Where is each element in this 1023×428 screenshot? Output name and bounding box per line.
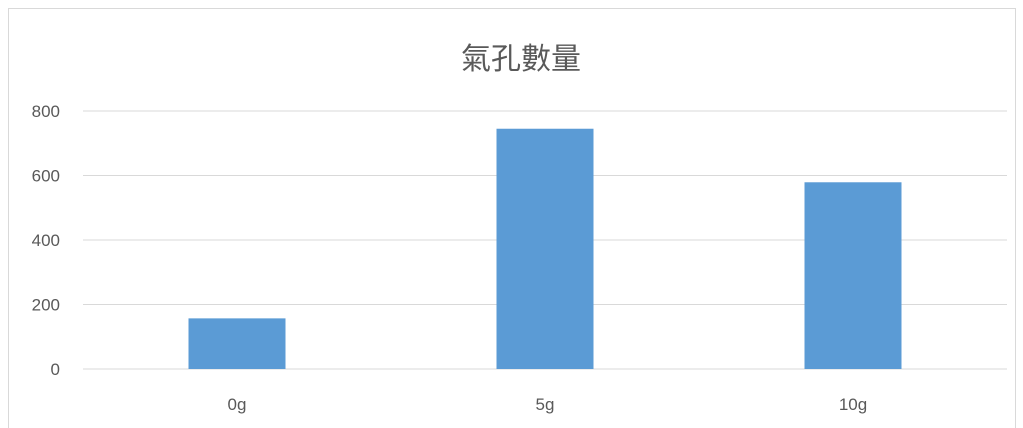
bar-5g <box>496 128 594 369</box>
y-tick-label: 0 <box>51 360 60 379</box>
x-tick-label: 0g <box>228 395 247 414</box>
y-tick-label: 600 <box>32 167 60 186</box>
bar-0g <box>188 318 286 369</box>
x-tick-label: 10g <box>839 395 867 414</box>
x-axis-tick-labels: 0g 5g 10g <box>228 395 868 414</box>
y-tick-label: 400 <box>32 231 60 250</box>
y-tick-label: 800 <box>32 102 60 121</box>
chart-title: 氣孔數量 <box>461 42 581 77</box>
bar-10g <box>804 182 902 369</box>
bars <box>188 128 902 369</box>
x-tick-label: 5g <box>536 395 555 414</box>
y-tick-label: 200 <box>32 296 60 315</box>
y-axis-tick-labels: 0 200 400 600 800 <box>32 102 60 379</box>
